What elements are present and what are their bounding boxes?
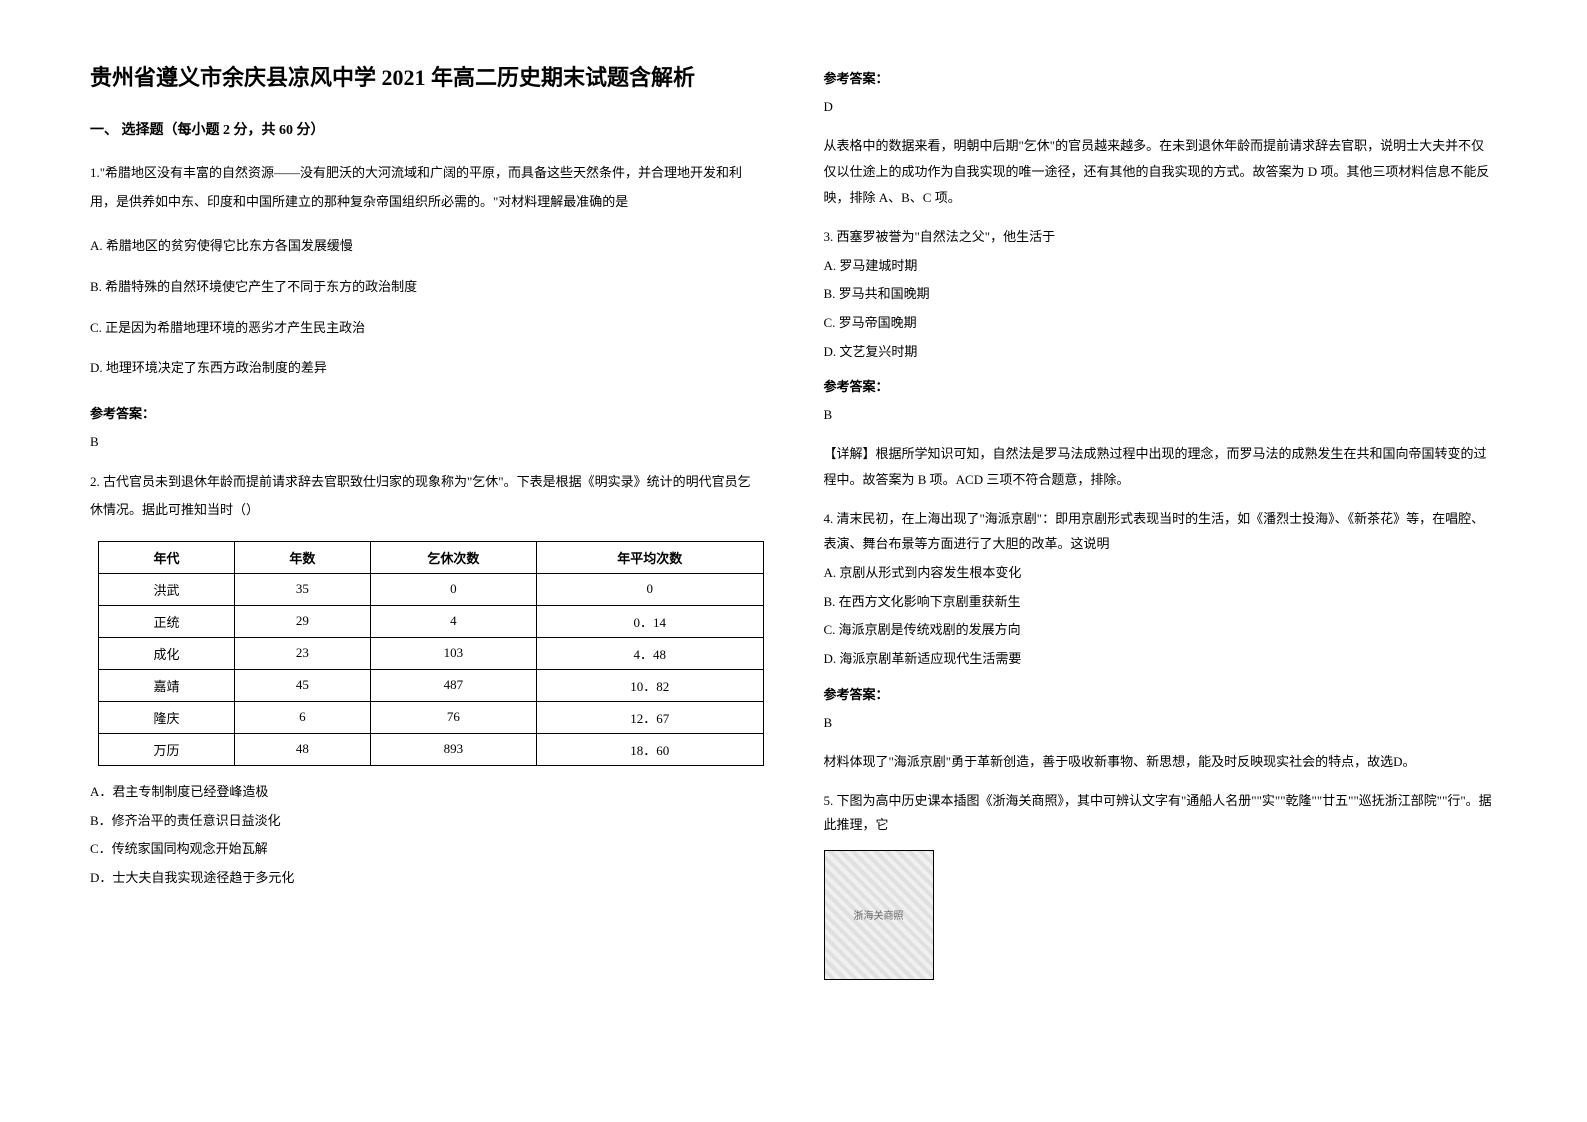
q4-option-b: B. 在西方文化影响下京剧重获新生 [824, 590, 1498, 615]
q2-option-d: D．士大夫自我实现途径趋于多元化 [90, 866, 764, 891]
table-row: 隆庆 6 76 12．67 [99, 701, 764, 733]
table-cell: 0．14 [536, 605, 763, 637]
q5-image: 浙海关商照 [824, 850, 934, 980]
q3-body: 3. 西塞罗被誉为"自然法之父"，他生活于 [824, 225, 1498, 250]
table-header: 年代 [99, 541, 235, 573]
table-cell: 103 [370, 637, 536, 669]
q2-explanation: 从表格中的数据来看，明朝中后期"乞休"的官员越来越多。在未到退休年龄而提前请求辞… [824, 133, 1498, 211]
table-cell: 48 [234, 733, 370, 765]
section-heading: 一、 选择题（每小题 2 分，共 60 分） [90, 119, 764, 139]
table-cell: 23 [234, 637, 370, 669]
q1-option-d: D. 地理环境决定了东西方政治制度的差异 [90, 354, 764, 383]
q1-option-b: B. 希腊特殊的自然环境使它产生了不同于东方的政治制度 [90, 273, 764, 302]
q3-option-d: D. 文艺复兴时期 [824, 340, 1498, 365]
q5-body: 5. 下图为高中历史课本插图《浙海关商照》，其中可辨认文字有"通船人名册""实"… [824, 789, 1498, 838]
table-cell: 4．48 [536, 637, 763, 669]
q2-answer: D [824, 99, 1498, 115]
table-cell: 893 [370, 733, 536, 765]
table-cell: 洪武 [99, 573, 235, 605]
table-cell: 万历 [99, 733, 235, 765]
table-header: 乞休次数 [370, 541, 536, 573]
q2-body: 2. 古代官员未到退休年龄而提前请求辞去官职致仕归家的现象称为"乞休"。下表是根… [90, 468, 764, 525]
table-header: 年平均次数 [536, 541, 763, 573]
q2-table: 年代 年数 乞休次数 年平均次数 洪武 35 0 0 正统 29 4 0．14 … [98, 541, 764, 766]
q1-body: 1."希腊地区没有丰富的自然资源——没有肥沃的大河流域和广阔的平原，而具备这些天… [90, 159, 764, 216]
table-cell: 正统 [99, 605, 235, 637]
table-row: 万历 48 893 18．60 [99, 733, 764, 765]
q3-option-c: C. 罗马帝国晚期 [824, 311, 1498, 336]
table-cell: 0 [370, 573, 536, 605]
q2-option-b: B．修齐治平的责任意识日益淡化 [90, 809, 764, 834]
document-title: 贵州省遵义市余庆县凉风中学 2021 年高二历史期末试题含解析 [90, 60, 764, 95]
table-row: 正统 29 4 0．14 [99, 605, 764, 637]
q4-body: 4. 清末民初，在上海出现了"海派京剧"：即用京剧形式表现当时的生活，如《潘烈士… [824, 507, 1498, 556]
table-cell: 45 [234, 669, 370, 701]
table-cell: 487 [370, 669, 536, 701]
q3-option-b: B. 罗马共和国晚期 [824, 282, 1498, 307]
table-cell: 4 [370, 605, 536, 637]
table-header: 年数 [234, 541, 370, 573]
q3-answer: B [824, 407, 1498, 423]
q4-answer: B [824, 715, 1498, 731]
table-cell: 嘉靖 [99, 669, 235, 701]
q2-option-c: C．传统家国同构观念开始瓦解 [90, 837, 764, 862]
table-cell: 0 [536, 573, 763, 605]
q2-answer-label: 参考答案： [824, 68, 1498, 87]
q3-option-a: A. 罗马建城时期 [824, 254, 1498, 279]
left-column: 贵州省遵义市余庆县凉风中学 2021 年高二历史期末试题含解析 一、 选择题（每… [90, 60, 764, 1062]
table-cell: 29 [234, 605, 370, 637]
table-header-row: 年代 年数 乞休次数 年平均次数 [99, 541, 764, 573]
table-cell: 18．60 [536, 733, 763, 765]
table-cell: 10．82 [536, 669, 763, 701]
table-cell: 成化 [99, 637, 235, 669]
q1-option-c: C. 正是因为希腊地理环境的恶劣才产生民主政治 [90, 314, 764, 343]
q4-explanation: 材料体现了"海派京剧"勇于革新创造，善于吸收新事物、新思想，能及时反映现实社会的… [824, 749, 1498, 775]
q4-option-a: A. 京剧从形式到内容发生根本变化 [824, 561, 1498, 586]
table-row: 嘉靖 45 487 10．82 [99, 669, 764, 701]
q1-answer: B [90, 434, 764, 450]
right-column: 参考答案： D 从表格中的数据来看，明朝中后期"乞休"的官员越来越多。在未到退休… [824, 60, 1498, 1062]
table-row: 洪武 35 0 0 [99, 573, 764, 605]
table-cell: 12．67 [536, 701, 763, 733]
q4-option-d: D. 海派京剧革新适应现代生活需要 [824, 647, 1498, 672]
q1-answer-label: 参考答案： [90, 403, 764, 422]
table-cell: 6 [234, 701, 370, 733]
q3-answer-label: 参考答案： [824, 376, 1498, 395]
q1-option-a: A. 希腊地区的贫穷使得它比东方各国发展缓慢 [90, 232, 764, 261]
q3-explanation: 【详解】根据所学知识可知，自然法是罗马法成熟过程中出现的理念，而罗马法的成熟发生… [824, 441, 1498, 493]
q4-option-c: C. 海派京剧是传统戏剧的发展方向 [824, 618, 1498, 643]
q4-answer-label: 参考答案： [824, 684, 1498, 703]
table-row: 成化 23 103 4．48 [99, 637, 764, 669]
q2-option-a: A．君主专制制度已经登峰造极 [90, 780, 764, 805]
table-cell: 隆庆 [99, 701, 235, 733]
table-cell: 76 [370, 701, 536, 733]
table-cell: 35 [234, 573, 370, 605]
